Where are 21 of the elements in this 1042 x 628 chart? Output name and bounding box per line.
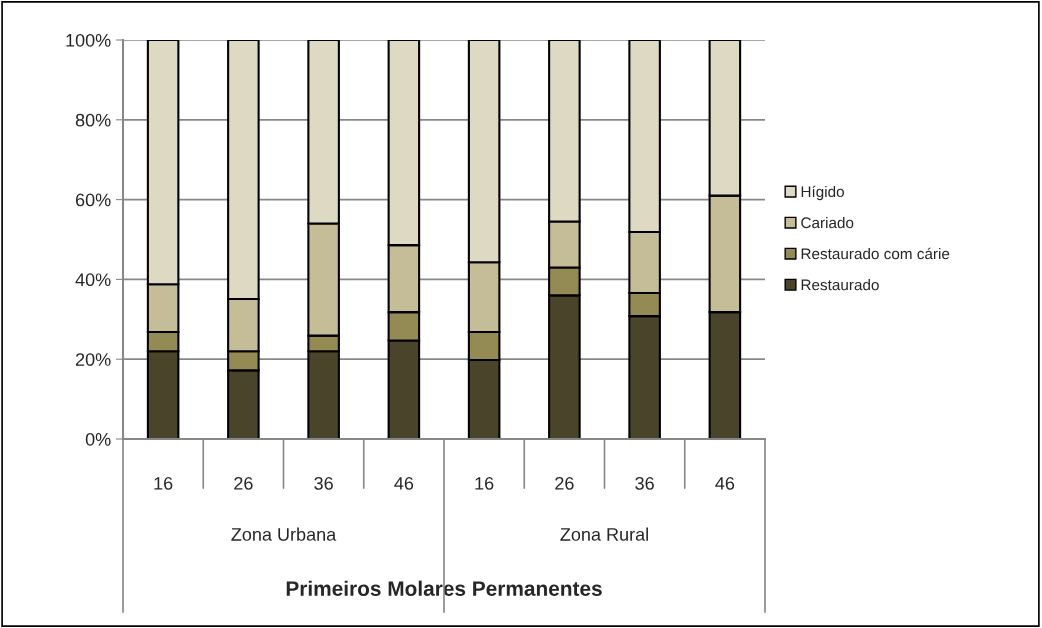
text: Zona Rural [560, 527, 648, 541]
y-tick-label: 80% [75, 113, 111, 127]
legend-label: Hígido [801, 185, 844, 201]
x-tick-label: 16 [154, 476, 173, 490]
text: Zona Urbana [231, 527, 337, 541]
x-axis-title: Primeiros Molares Permanentes [286, 580, 602, 596]
y-tick-label: 0% [85, 432, 111, 446]
x-tick-label: 26 [555, 476, 574, 490]
y-tick-label: 40% [75, 273, 111, 287]
legend-label: Restaurado com cárie [801, 247, 950, 260]
x-tick-label: 46 [394, 476, 414, 490]
y-tick-label: 60% [75, 193, 111, 207]
legend-label: Cariado [801, 216, 854, 229]
x-tick-label: 46 [715, 476, 735, 490]
y-tick-label: 100% [66, 33, 111, 47]
x-tick-label: 26 [234, 476, 253, 490]
x-tick-label: 16 [475, 476, 494, 490]
y-tick-label: 20% [75, 353, 111, 366]
x-tick-label: 36 [635, 476, 654, 490]
legend-label: Restaurado [801, 279, 879, 291]
x-tick-label: 36 [314, 476, 333, 490]
